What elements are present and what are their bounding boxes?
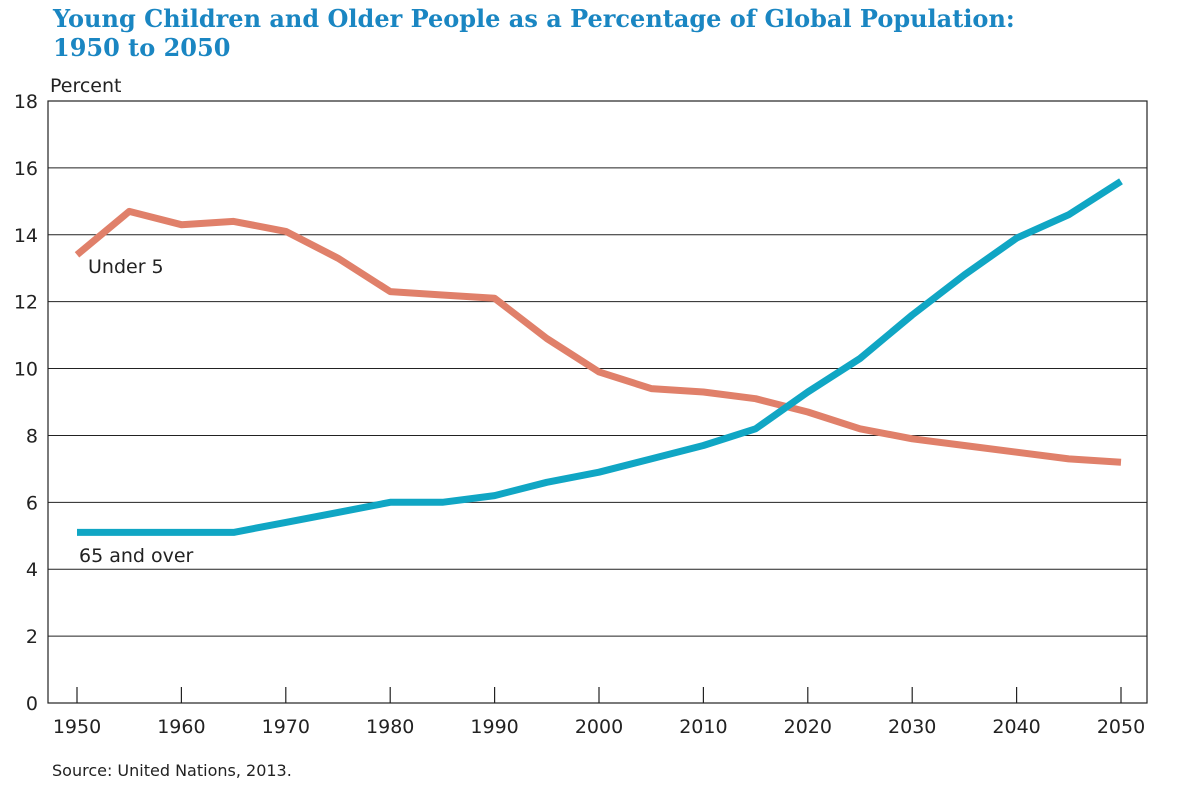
series-line-under-5 [74, 207, 1122, 466]
x-tick-label-2050: 2050 [1097, 716, 1145, 738]
gridlines [48, 100, 1147, 637]
x-tick-label-1990: 1990 [470, 716, 518, 738]
x-tick-label-1960: 1960 [157, 716, 205, 738]
y-tick-label-14: 14 [14, 225, 38, 247]
y-axis-label: Percent [50, 75, 122, 97]
y-tick-label-8: 8 [26, 425, 38, 447]
x-tick-label-2010: 2010 [679, 716, 727, 738]
axes: 0 2 4 6 8 10 12 14 16 18 1950 1960 1970 1980 1990 2000 2… [14, 91, 1148, 738]
y-tick-label-18: 18 [14, 91, 38, 113]
series-lines [74, 178, 1123, 536]
chart-title: Young Children and Older People as a Per… [53, 4, 1153, 62]
series-label-65-and-over: 65 and over [79, 545, 194, 567]
x-tick-label-2000: 2000 [575, 716, 623, 738]
series-line-65-and-over [77, 178, 1123, 536]
x-tick-label-1970: 1970 [262, 716, 310, 738]
plot-frame [47, 100, 1148, 704]
y-tick-label-12: 12 [14, 292, 38, 314]
x-tick-label-2030: 2030 [888, 716, 936, 738]
source-note: Source: United Nations, 2013. [52, 761, 292, 780]
x-tick-label-1980: 1980 [366, 716, 414, 738]
chart-title-line-2: 1950 to 2050 [53, 33, 231, 62]
x-tick-label-2040: 2040 [992, 716, 1040, 738]
x-tick-label-2020: 2020 [784, 716, 832, 738]
chart-title-line-1: Young Children and Older People as a Per… [53, 4, 1015, 33]
y-tick-label-6: 6 [26, 492, 38, 514]
y-tick-label-10: 10 [14, 359, 38, 381]
y-tick-label-16: 16 [14, 158, 38, 180]
x-tick-label-1950: 1950 [53, 716, 101, 738]
y-tick-label-0: 0 [26, 693, 38, 715]
y-tick-label-4: 4 [26, 559, 38, 581]
y-tick-label-2: 2 [26, 626, 38, 648]
series-label-under-5: Under 5 [88, 256, 164, 278]
